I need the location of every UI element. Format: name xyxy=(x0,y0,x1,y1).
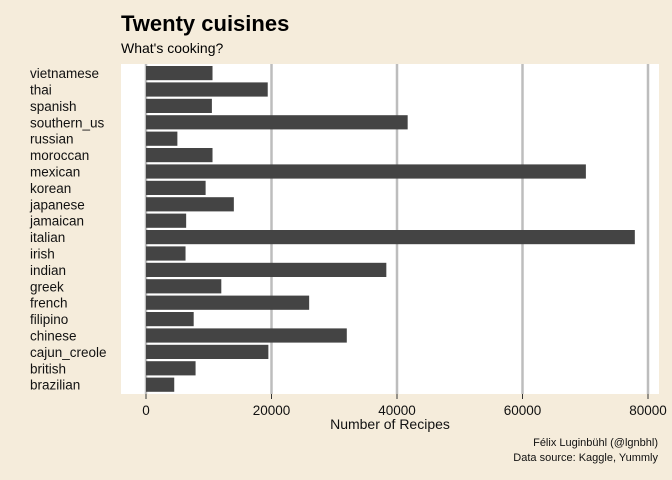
plot-panel xyxy=(121,64,659,394)
category-label-irish: irish xyxy=(30,247,55,262)
bar-jamaican xyxy=(146,213,187,228)
category-label-brazilian: brazilian xyxy=(30,378,80,393)
category-labels: vietnamesethaispanishsouthern_usrussianm… xyxy=(29,66,107,393)
category-label-french: french xyxy=(30,296,68,311)
category-label-italian: italian xyxy=(30,230,65,245)
category-label-spanish: spanish xyxy=(30,99,77,114)
x-tick-label: 20000 xyxy=(253,403,291,418)
category-label-vietnamese: vietnamese xyxy=(30,66,99,81)
bar-french xyxy=(146,295,310,310)
bar-indian xyxy=(146,262,387,277)
category-label-filipino: filipino xyxy=(30,312,68,327)
category-label-jamaican: jamaican xyxy=(29,214,84,229)
category-label-russian: russian xyxy=(30,132,74,147)
category-label-mexican: mexican xyxy=(30,165,80,180)
category-label-british: british xyxy=(30,361,66,376)
category-label-thai: thai xyxy=(30,83,52,98)
bar-greek xyxy=(146,279,222,294)
category-label-korean: korean xyxy=(30,181,71,196)
bar-moroccan xyxy=(146,148,213,163)
x-tick-label: 0 xyxy=(142,403,150,418)
caption-author: Félix Luginbühl (@lgnbhl) xyxy=(533,437,658,449)
category-label-cajun_creole: cajun_creole xyxy=(30,345,107,360)
bar-mexican xyxy=(146,164,586,179)
bar-thai xyxy=(146,82,268,97)
x-axis-title: Number of Recipes xyxy=(330,416,450,432)
bar-japanese xyxy=(146,197,234,212)
bar-british xyxy=(146,361,196,376)
category-label-indian: indian xyxy=(30,263,66,278)
x-tick-label: 60000 xyxy=(504,403,542,418)
caption-source: Data source: Kaggle, Yummly xyxy=(513,452,658,464)
category-label-moroccan: moroccan xyxy=(30,148,89,163)
category-label-southern_us: southern_us xyxy=(30,115,105,130)
bar-vietnamese xyxy=(146,66,213,81)
bars xyxy=(146,66,635,392)
bar-southern_us xyxy=(146,115,408,130)
bar-irish xyxy=(146,246,186,261)
bar-spanish xyxy=(146,98,212,113)
category-label-chinese: chinese xyxy=(30,329,77,344)
bar-italian xyxy=(146,230,635,245)
x-axis-ticks: 0 20000 40000 60000 80000 xyxy=(142,394,667,418)
x-tick-label: 80000 xyxy=(629,403,667,418)
bar-korean xyxy=(146,180,206,195)
bar-brazilian xyxy=(146,377,175,392)
chart-title: Twenty cuisines xyxy=(121,11,289,36)
bar-chinese xyxy=(146,328,347,343)
bar-cajun_creole xyxy=(146,344,269,359)
bar-russian xyxy=(146,131,178,146)
chart-subtitle: What's cooking? xyxy=(121,40,223,56)
x-tick-label: 40000 xyxy=(378,403,416,418)
bar-filipino xyxy=(146,312,194,327)
category-label-greek: greek xyxy=(30,279,64,294)
category-label-japanese: japanese xyxy=(29,197,85,212)
